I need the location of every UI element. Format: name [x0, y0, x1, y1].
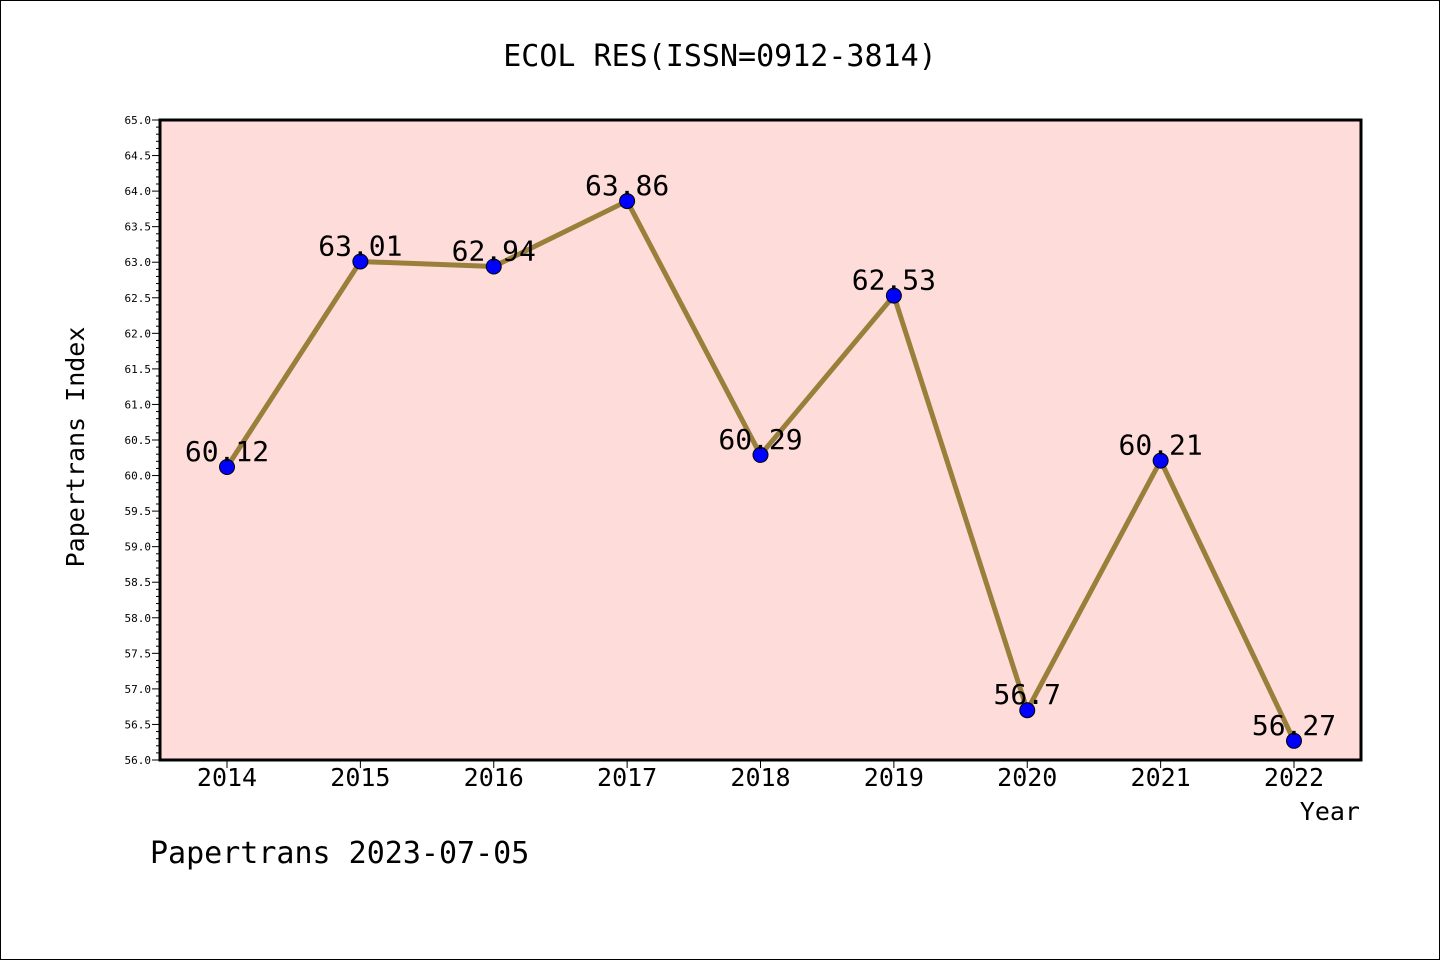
data-point — [219, 459, 235, 476]
y-tick-label: 59.0 — [125, 541, 152, 554]
y-tick-label: 64.5 — [125, 150, 152, 163]
y-tick-label: 60.0 — [125, 470, 152, 483]
y-tick-label: 63.0 — [125, 256, 152, 269]
x-tick-label: 2021 — [1131, 763, 1191, 792]
data-label: 62.53 — [852, 264, 936, 297]
y-tick-label: 62.5 — [125, 292, 152, 305]
y-tick-label: 61.5 — [125, 363, 152, 376]
data-label: 62.94 — [452, 234, 536, 267]
y-tick-label: 64.0 — [125, 185, 152, 198]
x-tick-label: 2015 — [330, 763, 390, 792]
plot-area — [158, 118, 1363, 762]
data-label: 63.86 — [585, 169, 669, 202]
data-point — [619, 193, 636, 210]
y-tick-label: 58.5 — [125, 576, 152, 589]
x-tick-label: 2014 — [197, 763, 257, 792]
y-tick-label: 57.0 — [125, 683, 152, 696]
x-tick-label: 2020 — [997, 763, 1057, 792]
y-tick-label: 57.5 — [125, 647, 152, 660]
y-tick-label: 56.0 — [125, 754, 152, 767]
x-tick-label: 2022 — [1264, 763, 1324, 792]
data-label: 60.12 — [185, 435, 269, 468]
data-point — [1286, 732, 1302, 749]
y-tick-label: 61.0 — [125, 398, 152, 411]
y-tick-label: 60.5 — [125, 434, 152, 447]
data-label: 60.21 — [1118, 429, 1202, 462]
x-axis: 2014 2015 2016 2017 2018 2019 2020 2021 2022 — [197, 760, 1324, 792]
data-point — [885, 287, 902, 304]
y-tick-label: 63.5 — [125, 221, 152, 234]
data-point — [752, 446, 769, 463]
data-label: 56.27 — [1252, 709, 1336, 742]
x-tick-label: 2019 — [864, 763, 924, 792]
x-tick-label: 2016 — [464, 763, 524, 792]
x-axis-label: Year — [1300, 797, 1360, 826]
data-label-group: 60.12 63.01 62.94 63.86 60.29 62.53 56.7 60.21 5… — [185, 169, 1336, 742]
y-tick-label: 62.0 — [125, 327, 152, 340]
y-tick-label: 56.5 — [125, 718, 152, 731]
x-tick-label: 2018 — [730, 763, 790, 792]
data-label: 60.29 — [718, 423, 802, 456]
y-tick-label: 65.0 — [125, 114, 152, 127]
data-point — [1019, 702, 1036, 719]
footer-text: Papertrans 2023-07-05 — [150, 836, 529, 871]
data-point — [1152, 452, 1169, 469]
data-label: 63.01 — [318, 230, 402, 263]
chart-title: ECOL RES(ISSN=0912-3814) — [503, 39, 936, 74]
data-point — [485, 258, 502, 275]
y-tick-label: 58.0 — [125, 612, 152, 625]
data-label: 56.7 — [994, 678, 1061, 711]
y-axis-label: Papertrans Index — [61, 327, 90, 568]
marker-group — [219, 193, 1302, 749]
x-tick-label: 2017 — [597, 763, 657, 792]
y-tick-label: 59.5 — [125, 505, 152, 518]
y-axis: 56.0 56.5 57.0 57.5 58.0 58.5 59.0 59.5 60.0 60.5… — [125, 114, 160, 767]
data-point — [352, 253, 369, 270]
